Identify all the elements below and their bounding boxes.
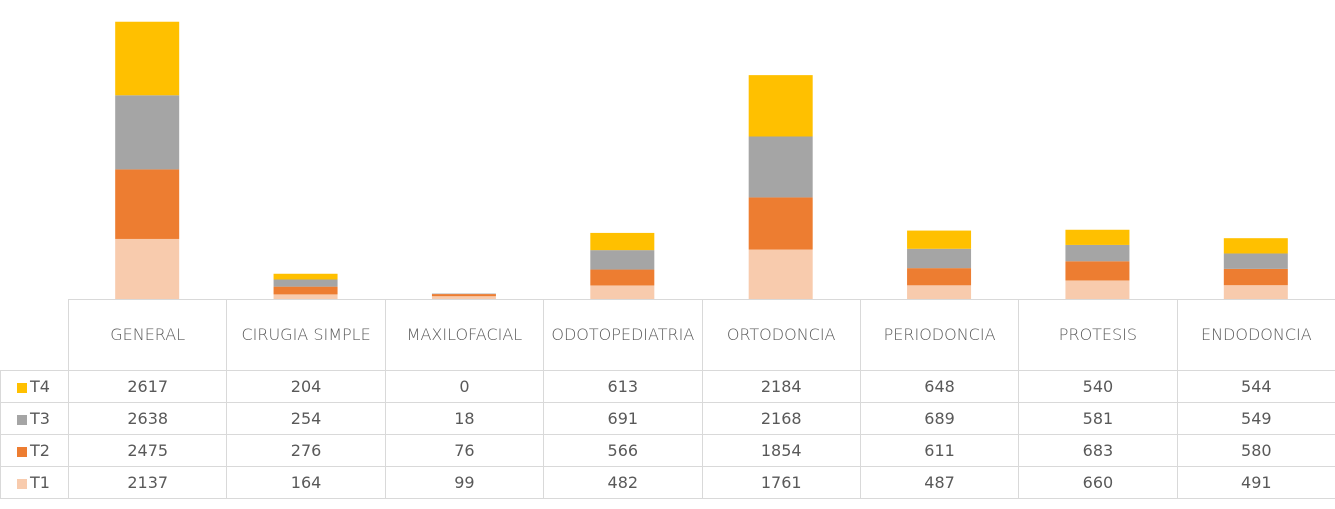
category-label: ENDODONCIA: [1176, 299, 1335, 371]
value-cell: 491: [1176, 466, 1335, 499]
value-cell: 1854: [701, 434, 861, 467]
bar-segment: [590, 250, 655, 270]
category-label: GENERAL: [67, 299, 228, 371]
bar-segment: [431, 294, 496, 297]
value-cell: 544: [1176, 370, 1335, 403]
value-cell: 549: [1176, 402, 1335, 435]
value-cell: 76: [384, 434, 545, 467]
legend-entry: T2: [0, 434, 69, 467]
value-cell: 683: [1018, 434, 1178, 467]
bar-segment: [1065, 229, 1130, 245]
bar-segment: [590, 269, 655, 286]
bar-segment: [1065, 280, 1130, 299]
bar-segment: [1065, 244, 1130, 262]
value-cell: 2617: [67, 370, 228, 403]
value-cell: 2168: [701, 402, 861, 435]
corner-cell: [1, 300, 69, 371]
bar-segment: [431, 296, 496, 299]
category-label: ORTODONCIA: [701, 299, 861, 371]
legend-swatch: [17, 414, 27, 425]
value-cell: 2137: [67, 466, 228, 499]
bar-segment: [748, 75, 813, 137]
data-table: GENERAL CIRUGIA SIMPLE MAXILOFACIAL ODOTOPE…: [0, 299, 1335, 499]
value-cell: 2184: [701, 370, 861, 403]
category-label: MAXILOFACIAL: [384, 299, 545, 371]
value-cell: 99: [384, 466, 545, 499]
legend-entry: T1: [0, 466, 69, 499]
bar-segment: [273, 279, 338, 287]
series-row: T2 2475 276 76 566 1854 611 683 580: [0, 434, 1335, 467]
bar-segment: [115, 169, 180, 239]
bar-segment: [590, 285, 655, 299]
legend-label: T4: [30, 377, 50, 396]
bar-segment: [115, 95, 180, 170]
value-cell: 540: [1018, 370, 1178, 403]
bar-segment: [273, 273, 338, 280]
bar-segment: [907, 285, 972, 299]
bar-segment: [748, 249, 813, 299]
value-cell: 204: [226, 370, 386, 403]
value-cell: 487: [859, 466, 1020, 499]
category-label: CIRUGIA SIMPLE: [226, 299, 386, 371]
series-row: T3 2638 254 18 691 2168 689 581 549: [0, 402, 1335, 435]
bar-segment: [748, 197, 813, 250]
bar-segment: [115, 21, 180, 96]
bar-segment: [1223, 285, 1288, 299]
bar-segment: [590, 232, 655, 251]
legend-label: T2: [30, 441, 50, 460]
value-cell: 648: [859, 370, 1020, 403]
bar-segment: [907, 230, 972, 249]
legend-swatch: [17, 478, 27, 489]
bar-segment: [273, 294, 338, 299]
chart: [115, 21, 1288, 299]
legend-label: T1: [30, 473, 50, 492]
value-cell: 254: [226, 402, 386, 435]
value-cell: 611: [859, 434, 1020, 467]
legend-swatch: [17, 382, 27, 393]
category-label: ODOTOPEDIATRIA: [543, 299, 703, 371]
bar-segment: [1223, 238, 1288, 254]
value-cell: 660: [1018, 466, 1178, 499]
legend-entry: T4: [0, 370, 69, 403]
category-label: PROTESIS: [1018, 299, 1178, 371]
legend-label: T3: [30, 409, 50, 428]
legend-swatch: [17, 446, 27, 457]
bar-segment: [1223, 253, 1288, 269]
value-cell: 2638: [67, 402, 228, 435]
value-cell: 18: [384, 402, 545, 435]
value-cell: 689: [859, 402, 1020, 435]
value-cell: 691: [543, 402, 703, 435]
bar-segment: [1223, 268, 1288, 286]
bar-segment: [115, 238, 180, 299]
value-cell: 1761: [701, 466, 861, 499]
value-cell: 566: [543, 434, 703, 467]
value-cell: 613: [543, 370, 703, 403]
value-cell: 2475: [67, 434, 228, 467]
value-cell: 0: [384, 370, 545, 403]
bar-segment: [907, 268, 972, 286]
value-cell: 482: [543, 466, 703, 499]
category-label: PERIODONCIA: [859, 299, 1020, 371]
value-cell: 164: [226, 466, 386, 499]
value-cell: 581: [1018, 402, 1178, 435]
value-cell: 580: [1176, 434, 1335, 467]
legend-entry: T3: [0, 402, 69, 435]
bar-segment: [748, 136, 813, 198]
series-row: T1 2137 164 99 482 1761 487 660 491: [0, 466, 1335, 499]
value-cell: 276: [226, 434, 386, 467]
bar-segment: [907, 248, 972, 269]
header-row: GENERAL CIRUGIA SIMPLE MAXILOFACIAL ODOTOPE…: [1, 299, 1335, 371]
bar-segment: [431, 293, 496, 295]
bar-segment: [273, 286, 338, 295]
series-row: T4 2617 204 0 613 2184 648 540 544: [0, 370, 1335, 403]
bar-segment: [1065, 261, 1130, 281]
